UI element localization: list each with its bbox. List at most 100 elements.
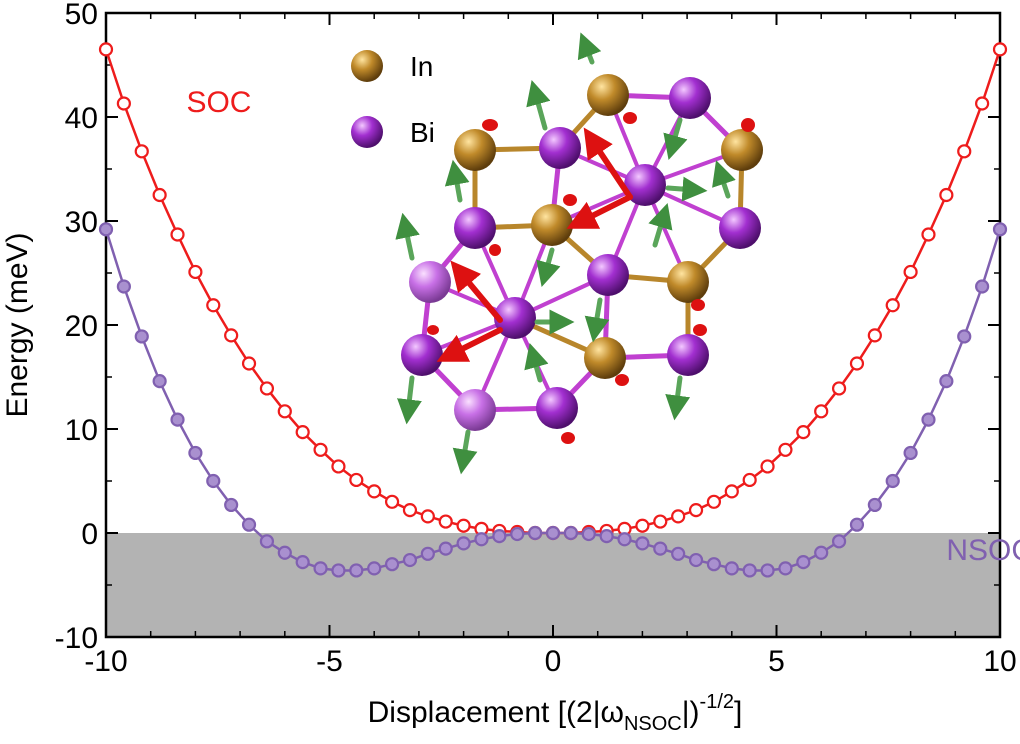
data-point (116, 96, 131, 111)
legend-bi-marker (351, 116, 383, 148)
in-atom (721, 129, 763, 171)
data-point (778, 442, 793, 457)
bi-atom (719, 207, 761, 249)
x-tick-label: 0 (545, 645, 562, 678)
legend-in-label: In (410, 51, 433, 82)
data-point (98, 222, 114, 237)
x-axis-label-subscript: NSOC (624, 713, 682, 735)
x-axis-ticks: -10 -5 0 5 10 (84, 13, 1017, 678)
data-point (939, 187, 954, 203)
data-point (760, 563, 775, 578)
x-axis-label: Displacement [(2|ωNSOC|)-1/2] (368, 691, 743, 735)
data-point (152, 374, 167, 389)
data-point (921, 412, 936, 427)
data-point (975, 96, 990, 111)
y-tick-label: 50 (65, 0, 98, 31)
nsoc-arrow (665, 176, 708, 202)
data-point (706, 557, 722, 572)
in-atom (531, 204, 573, 246)
data-point (581, 526, 596, 542)
bi-atom (587, 254, 629, 296)
in-atom (667, 261, 709, 303)
data-point (438, 541, 453, 556)
soc-arrow (436, 327, 503, 362)
soc-label: SOC (186, 86, 251, 119)
soc-arrow (450, 260, 503, 323)
data-point (796, 425, 811, 440)
data-point (688, 503, 704, 518)
data-point (778, 561, 793, 576)
data-point (688, 552, 704, 568)
data-point (545, 525, 561, 541)
nsoc-label: NSOC (946, 534, 1020, 567)
data-point (206, 473, 221, 489)
data-point (331, 563, 346, 578)
data-point (384, 557, 400, 572)
soc-arrow-head (615, 374, 629, 386)
data-point (831, 381, 847, 396)
data-point (617, 532, 632, 547)
data-point (134, 329, 149, 344)
data-point (849, 356, 865, 371)
y-tick-label: 10 (65, 414, 98, 447)
nsoc-arrow (577, 32, 602, 65)
soc-arrow-head (693, 324, 707, 336)
in-atom (587, 74, 629, 116)
x-tick-label: 5 (768, 645, 785, 678)
series-layer (98, 42, 1008, 578)
data-point (420, 546, 435, 561)
data-point (635, 536, 650, 551)
data-point (671, 546, 686, 561)
bi-atom (494, 297, 536, 339)
data-point (671, 509, 686, 524)
data-point (760, 459, 775, 474)
bi-atom (539, 127, 581, 169)
soc-arrow-head (489, 244, 501, 256)
x-tick-label: -10 (84, 645, 127, 678)
data-point (241, 517, 257, 532)
nsoc-arrow (444, 159, 470, 203)
soc-arrow-head (741, 118, 755, 132)
data-point (885, 473, 900, 489)
y-axis-ticks: -10 0 10 20 30 40 50 (55, 0, 1000, 655)
data-point (349, 472, 364, 488)
x-axis-label-close: ] (734, 696, 742, 729)
bi-atom (454, 207, 496, 249)
data-point (992, 42, 1008, 57)
soc-arrow-head (623, 112, 637, 124)
series-line (104, 49, 1002, 535)
data-point (992, 222, 1008, 237)
y-tick-label: 30 (65, 206, 98, 239)
data-point (599, 529, 614, 544)
data-point (939, 374, 954, 389)
data-point (724, 561, 739, 576)
x-tick-label: 10 (983, 645, 1016, 678)
bi-atom (624, 164, 666, 206)
data-point (849, 517, 865, 532)
data-point (152, 187, 167, 203)
data-point (420, 509, 435, 524)
data-point (885, 298, 900, 313)
data-point (796, 555, 811, 570)
negative-energy-region (106, 533, 1000, 637)
x-axis-label-main: Displacement [(2|ω (368, 696, 624, 729)
data-point (510, 526, 525, 542)
data-point (277, 545, 292, 560)
data-point (384, 494, 400, 509)
data-point (492, 529, 507, 544)
y-tick-label: 0 (81, 518, 98, 551)
nsoc-arrow (584, 297, 610, 343)
nsoc-arrow (395, 212, 420, 261)
nsoc-arrow (663, 117, 688, 161)
data-point (224, 328, 239, 343)
data-point (814, 545, 829, 560)
data-point (331, 459, 346, 474)
bi-atom (401, 334, 443, 376)
soc-arrow (583, 127, 633, 200)
data-point (367, 561, 382, 576)
data-point (402, 503, 418, 518)
data-point (528, 525, 543, 541)
data-point (367, 484, 382, 499)
